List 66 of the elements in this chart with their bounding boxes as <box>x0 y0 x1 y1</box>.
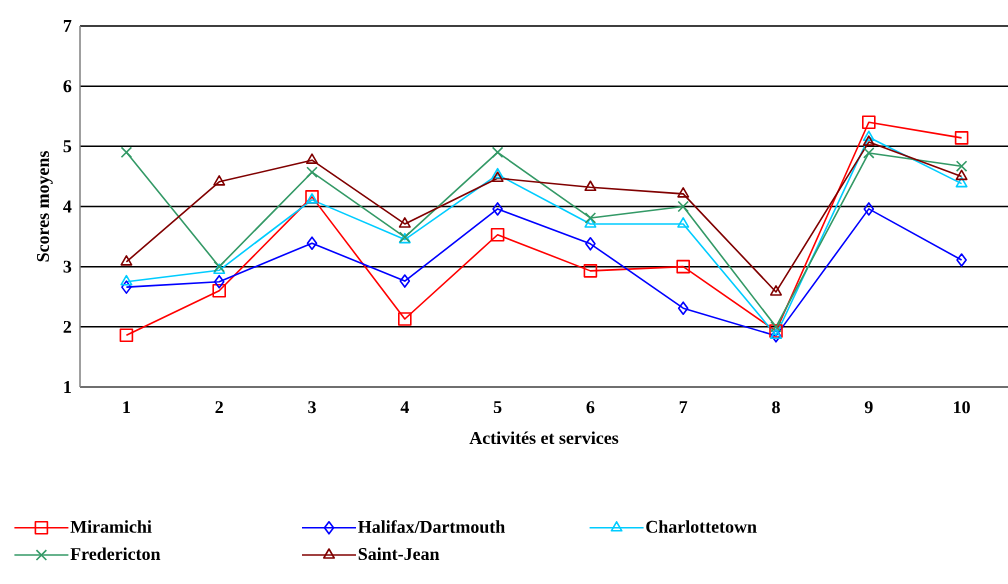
x-tick-label: 2 <box>215 401 223 414</box>
point <box>212 283 227 298</box>
x-tick-label: 9 <box>864 401 873 414</box>
point <box>306 236 318 250</box>
point <box>863 202 875 216</box>
point <box>585 237 596 251</box>
point <box>398 312 412 326</box>
y-tick-label: 6 <box>63 80 72 93</box>
point <box>120 274 133 286</box>
y-axis-title: Scores moyens <box>36 151 53 262</box>
y-tick-label: 7 <box>63 20 72 32</box>
point <box>955 176 968 188</box>
x-tick-label: 5 <box>493 401 502 414</box>
x-tick-label: 4 <box>400 401 409 413</box>
point <box>863 147 875 159</box>
x-tick-label: 1 <box>123 401 130 414</box>
point <box>491 167 504 179</box>
x-tick-label: 8 <box>772 401 780 414</box>
y-tick-label: 4 <box>63 200 72 213</box>
point <box>677 217 690 228</box>
point <box>862 130 875 142</box>
point <box>584 180 597 192</box>
point <box>954 131 969 145</box>
legend-label: Fredericton <box>70 547 161 561</box>
point <box>399 274 411 288</box>
point <box>398 217 411 228</box>
point <box>770 321 782 333</box>
x-axis-title: Activités et services <box>469 431 619 445</box>
point <box>862 135 875 146</box>
point <box>862 115 876 130</box>
point <box>584 217 597 228</box>
point <box>770 285 782 296</box>
point <box>677 187 690 198</box>
point <box>306 153 318 164</box>
point <box>306 166 318 178</box>
x-tick-label: 7 <box>679 401 688 413</box>
point <box>213 175 226 186</box>
x-tick-label: 6 <box>586 401 595 414</box>
point <box>584 212 597 224</box>
point <box>956 253 967 267</box>
y-tick-label: 5 <box>63 140 72 153</box>
x-tick-label: 10 <box>954 401 970 414</box>
legend-label: Halifax/Dartmouth <box>358 520 505 533</box>
point <box>677 301 689 315</box>
point <box>213 274 225 289</box>
legend-label: Saint-Jean <box>358 547 440 561</box>
point <box>490 227 505 242</box>
point <box>121 280 132 294</box>
legend-label: Miramichi <box>70 520 152 533</box>
legend-label: Charlottetown <box>646 520 757 533</box>
point <box>491 146 504 159</box>
point <box>769 324 783 338</box>
point <box>491 171 504 183</box>
point <box>583 264 598 278</box>
point <box>492 202 503 216</box>
point <box>676 259 690 274</box>
point <box>120 146 133 159</box>
y-tick-label: 3 <box>63 260 72 273</box>
y-tick-label: 1 <box>64 381 71 393</box>
point <box>119 328 134 343</box>
x-tick-label: 3 <box>308 401 316 414</box>
point <box>677 200 689 213</box>
point <box>955 169 968 181</box>
y-tick-label: 2 <box>63 320 72 333</box>
point <box>955 160 968 172</box>
point <box>120 255 133 266</box>
